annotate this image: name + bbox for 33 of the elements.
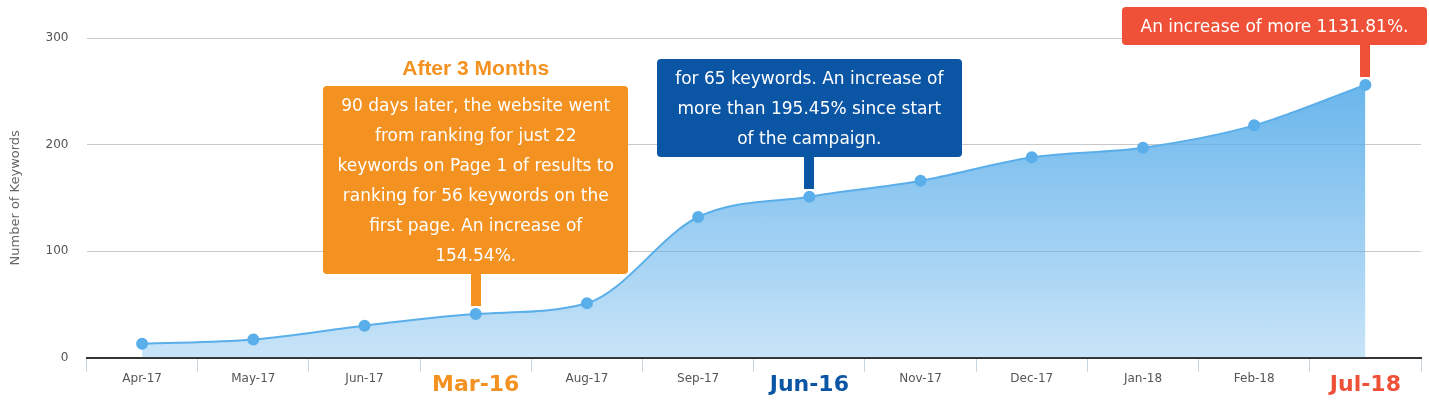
point	[1359, 78, 1372, 91]
point	[580, 297, 593, 310]
x-tick-label: Jun-17	[344, 370, 384, 385]
x-tick-label: Feb-18	[1233, 370, 1275, 385]
point	[469, 307, 482, 320]
point	[1248, 119, 1261, 132]
x-tick-label: Dec-17	[1010, 370, 1054, 385]
x-tick-label: Jun-16	[767, 370, 849, 396]
point	[247, 333, 260, 346]
y-tick-label: 300	[45, 30, 69, 45]
point	[1136, 141, 1149, 154]
x-tick-label: Mar-16	[432, 370, 520, 396]
y-tick-label: 200	[45, 136, 69, 151]
callout-box: An increase of more 1131.81%.	[1122, 6, 1427, 45]
point	[1025, 151, 1038, 164]
x-tick-label: Jan-18	[1122, 370, 1163, 385]
x-tick-label: Sep-17	[677, 370, 720, 385]
callout-box: 90 days later, the website went from ranking for just 22 keywords on Page 1 of results to ranking for 56 keywords on the first page. An increase of 154.54%.	[323, 85, 629, 274]
annotation: After 3 Months	[401, 55, 551, 80]
point	[803, 190, 816, 203]
point	[692, 210, 705, 223]
y-axis-title: Number of Keywords	[7, 129, 23, 266]
y-tick-label: 0	[60, 349, 69, 364]
x-tick-label: Nov-17	[899, 370, 942, 385]
x-tick-label: May-17	[231, 370, 276, 385]
x-tick-label: Apr-17	[122, 370, 162, 385]
point	[136, 337, 149, 350]
x-tick-label: Jul-18	[1327, 370, 1401, 396]
callout-box: for 65 keywords. An increase of more than 195.45% since start of the campaign.	[656, 58, 962, 157]
point	[914, 174, 927, 187]
y-tick-label: 100	[45, 243, 69, 258]
x-tick-label: Aug-17	[565, 370, 609, 385]
point	[358, 319, 371, 332]
